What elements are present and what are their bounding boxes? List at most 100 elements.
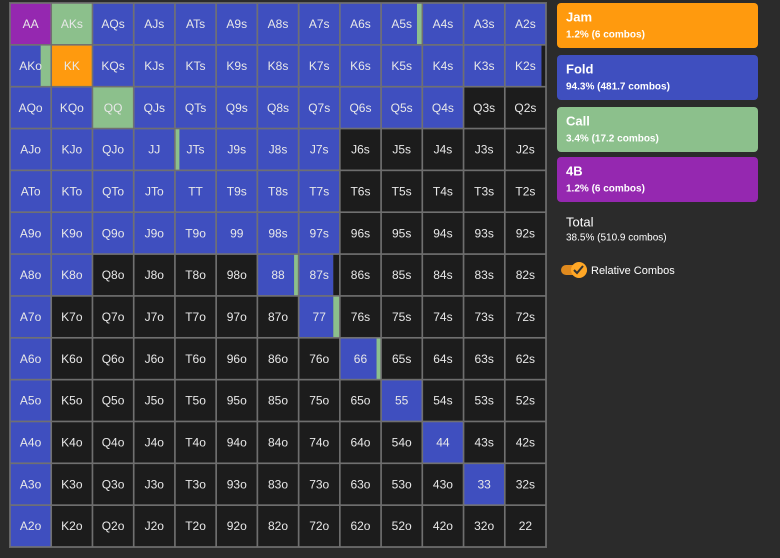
hand-label[interactable]: 87o [268,310,288,324]
hand-label[interactable]: 97s [310,226,329,240]
hand-label[interactable]: 43s [474,436,493,450]
hand-label[interactable]: 54s [433,394,452,408]
hand-label[interactable]: 72s [516,310,535,324]
hand-label[interactable]: Q2s [514,101,536,115]
hand-label[interactable]: 86s [351,268,370,282]
hand-label[interactable]: KK [64,59,80,73]
hand-label[interactable]: A9s [226,17,247,31]
hand-label[interactable]: 64s [433,352,452,366]
hand-label[interactable]: K9s [226,59,247,73]
hand-label[interactable]: J9s [227,143,246,157]
hand-label[interactable]: A9o [20,226,42,240]
hand-label[interactable]: A5s [391,17,412,31]
hand-label[interactable]: 66 [354,352,368,366]
hand-label[interactable]: 73o [309,477,329,491]
hand-label[interactable]: 76s [351,310,370,324]
hand-label[interactable]: AA [23,17,39,31]
hand-label[interactable]: 87s [310,268,329,282]
hand-label[interactable]: T4s [433,184,453,198]
hand-label[interactable]: J2o [145,519,165,533]
hand-label[interactable]: Q9o [102,226,125,240]
hand-label[interactable]: 83s [474,268,493,282]
hand-label[interactable]: JTo [145,184,164,198]
hand-label[interactable]: J5s [392,143,411,157]
hand-label[interactable]: 92o [227,519,247,533]
hand-label[interactable]: 92s [516,226,535,240]
hand-label[interactable]: 65o [350,394,370,408]
hand-label[interactable]: T8o [185,268,206,282]
hand-label[interactable]: K7o [61,310,83,324]
hand-label[interactable]: Q3s [473,101,495,115]
hand-label[interactable]: Q4s [432,101,454,115]
hand-label[interactable]: QTs [185,101,206,115]
hand-label[interactable]: JTs [187,143,205,157]
hand-label[interactable]: AQs [101,17,124,31]
hand-label[interactable]: K3o [61,477,83,491]
hand-label[interactable]: 98o [227,268,247,282]
hand-label[interactable]: 55 [395,394,409,408]
hand-label[interactable]: T7s [309,184,329,198]
hand-label[interactable]: K9o [61,226,83,240]
hand-label[interactable]: 97o [227,310,247,324]
hand-label[interactable]: T2s [515,184,535,198]
hand-label[interactable]: K6o [61,352,83,366]
hand-label[interactable]: 95s [392,226,411,240]
hand-label[interactable]: Q5s [391,101,413,115]
hand-label[interactable]: 52s [516,394,535,408]
hand-label[interactable]: Q6o [102,352,125,366]
hand-label[interactable]: A6s [350,17,371,31]
hand-label[interactable]: TT [188,184,203,198]
hand-label[interactable]: A2s [515,17,536,31]
hand-label[interactable]: 53s [474,394,493,408]
hand-label[interactable]: ATs [186,17,205,31]
hand-label[interactable]: K2o [61,519,83,533]
hand-label[interactable]: 54o [392,436,412,450]
legend-box[interactable] [557,107,758,152]
hand-label[interactable]: A8s [268,17,289,31]
hand-label[interactable]: A6o [20,352,42,366]
hand-label[interactable]: 86o [268,352,288,366]
hand-label[interactable]: 84s [433,268,452,282]
hand-label[interactable]: T9s [227,184,247,198]
hand-label[interactable]: AKs [61,17,83,31]
hand-label[interactable]: 77 [313,310,327,324]
hand-label[interactable]: ATo [21,184,41,198]
hand-label[interactable]: T5s [392,184,412,198]
hand-label[interactable]: Q5o [102,394,125,408]
hand-label[interactable]: T2o [185,519,206,533]
hand-label[interactable]: QJs [144,101,165,115]
hand-label[interactable]: K2s [515,59,536,73]
hand-label[interactable]: 74o [309,436,329,450]
hand-label[interactable]: 88 [271,268,285,282]
hand-label[interactable]: 22 [519,519,533,533]
hand-label[interactable]: QQ [104,101,123,115]
hand-label[interactable]: AJs [144,17,164,31]
hand-label[interactable]: KTs [186,59,206,73]
hand-label[interactable]: 72o [309,519,329,533]
hand-label[interactable]: QTo [102,184,124,198]
hand-label[interactable]: 32o [474,519,494,533]
hand-label[interactable]: 62o [350,519,370,533]
hand-label[interactable]: AQo [19,101,43,115]
hand-label[interactable]: 94s [433,226,452,240]
hand-label[interactable]: J2s [516,143,535,157]
hand-label[interactable]: K4o [61,436,83,450]
legend-box[interactable] [557,55,758,100]
hand-label[interactable]: Q7o [102,310,125,324]
hand-label[interactable]: Q4o [102,436,125,450]
hand-label[interactable]: J4s [434,143,453,157]
hand-label[interactable]: J7o [145,310,165,324]
hand-label[interactable]: 52o [392,519,412,533]
hand-label[interactable]: KQs [101,59,124,73]
hand-label[interactable]: A4o [20,436,42,450]
hand-label[interactable]: 84o [268,436,288,450]
hand-label[interactable]: 63o [350,477,370,491]
hand-label[interactable]: 93o [227,477,247,491]
hand-label[interactable]: AJo [20,143,41,157]
hand-label[interactable]: A3o [20,477,42,491]
hand-label[interactable]: A5o [20,394,42,408]
hand-label[interactable]: K7s [309,59,330,73]
hand-label[interactable]: T6o [185,352,206,366]
hand-label[interactable]: A4s [433,17,454,31]
hand-label[interactable]: 95o [227,394,247,408]
